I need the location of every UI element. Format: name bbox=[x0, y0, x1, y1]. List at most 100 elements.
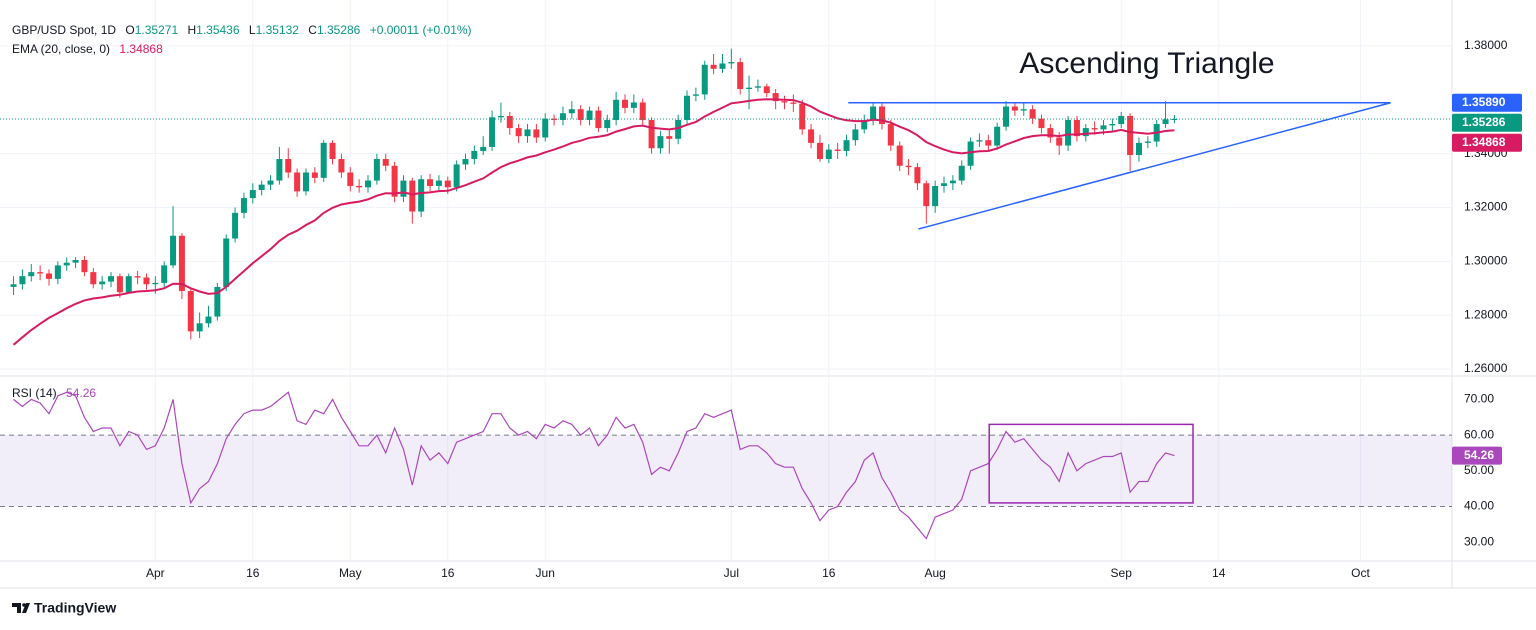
x-tick-label: Oct bbox=[1351, 566, 1370, 580]
candle-body bbox=[763, 86, 770, 94]
y-tick-label: 60.00 bbox=[1464, 427, 1494, 441]
candle-body bbox=[559, 113, 566, 120]
candle-body bbox=[701, 64, 708, 95]
rsi-band bbox=[0, 435, 1452, 507]
symbol: GBP/USD Spot, 1D bbox=[12, 23, 116, 37]
candle-body bbox=[621, 99, 628, 108]
rsi-box bbox=[988, 423, 1194, 504]
candle-body bbox=[347, 172, 354, 186]
candle-body bbox=[949, 180, 956, 184]
candle-body bbox=[666, 136, 673, 139]
candle-body bbox=[170, 235, 177, 266]
candle-body bbox=[497, 115, 504, 118]
price-tag-label: 1.34868 bbox=[1462, 135, 1506, 149]
candle-body bbox=[1144, 141, 1151, 143]
candle-body bbox=[790, 102, 797, 104]
candle-body bbox=[887, 124, 894, 146]
candle-body bbox=[196, 323, 203, 332]
ohlc-value: 1.35286 bbox=[317, 23, 361, 37]
candle-body bbox=[506, 115, 513, 129]
candle-body bbox=[134, 276, 141, 278]
candle-body bbox=[223, 238, 230, 287]
y-tick-label: 70.00 bbox=[1464, 392, 1494, 406]
candle-body bbox=[941, 183, 948, 186]
candle-body bbox=[1003, 106, 1010, 127]
candle-body bbox=[373, 159, 380, 181]
candle-body bbox=[533, 129, 540, 138]
candle-body bbox=[684, 95, 691, 120]
candle-body bbox=[772, 93, 779, 102]
candle-body bbox=[648, 119, 655, 149]
candle-body bbox=[595, 110, 602, 129]
candle-body bbox=[1091, 128, 1098, 130]
candle-body bbox=[400, 180, 407, 197]
y-tick-label: 1.32000 bbox=[1464, 200, 1508, 214]
ema-name: EMA (20, close, 0) bbox=[12, 42, 110, 56]
candle-body bbox=[1171, 119, 1178, 121]
candle-body bbox=[99, 281, 106, 285]
x-tick-label: Jul bbox=[724, 566, 739, 580]
candle-body bbox=[843, 140, 850, 151]
candle-body bbox=[781, 101, 788, 103]
candle-body bbox=[932, 185, 939, 207]
candle-body bbox=[409, 180, 416, 212]
x-tick-label: Jun bbox=[536, 566, 555, 580]
candle-body bbox=[905, 165, 912, 168]
candle-body bbox=[63, 262, 70, 266]
candle-body bbox=[923, 183, 930, 207]
support-trendline bbox=[918, 102, 1391, 230]
candle-body bbox=[958, 165, 965, 181]
candle-body bbox=[825, 149, 832, 160]
candle-body bbox=[320, 142, 327, 178]
candle-body bbox=[719, 63, 726, 69]
candle-body bbox=[737, 62, 744, 90]
candle-body bbox=[861, 119, 868, 130]
candle-body bbox=[675, 119, 682, 139]
candle-body bbox=[480, 146, 487, 151]
rsi-line bbox=[13, 391, 1175, 540]
candle-body bbox=[568, 109, 575, 114]
candle-body bbox=[1056, 137, 1063, 146]
candle-body bbox=[90, 272, 97, 285]
y-tick-label: 1.28000 bbox=[1464, 307, 1508, 321]
candle-body bbox=[435, 180, 442, 186]
price-tag bbox=[1452, 93, 1522, 112]
logo-dot bbox=[22, 603, 26, 607]
change: +0.00011 (+0.01%) bbox=[370, 23, 472, 37]
candle-body bbox=[285, 159, 292, 173]
candle-body bbox=[613, 99, 620, 120]
candle-body bbox=[72, 260, 79, 263]
rsi-tag-label: 54.26 bbox=[1464, 448, 1494, 462]
price-tag-label: 1.35286 bbox=[1462, 115, 1506, 129]
candle-body bbox=[577, 109, 584, 120]
candle-body bbox=[294, 172, 301, 192]
rsi-tag bbox=[1452, 446, 1502, 465]
candle-body bbox=[152, 282, 159, 285]
candle-body bbox=[878, 106, 885, 125]
header-line: GBP/USD Spot, 1D O1.35271 H1.35436 L1.35… bbox=[12, 23, 472, 37]
candle-body bbox=[382, 159, 389, 166]
ema-value: 1.34868 bbox=[119, 42, 163, 56]
candle-body bbox=[515, 128, 522, 137]
candle-body bbox=[834, 149, 841, 151]
candle-body bbox=[258, 184, 265, 190]
y-tick-label: 50.00 bbox=[1464, 463, 1494, 477]
candle-body bbox=[1065, 119, 1072, 146]
ema-legend: EMA (20, close, 0) 1.34868 bbox=[12, 42, 163, 56]
candle-body bbox=[1127, 115, 1134, 155]
ohlc-letter: O bbox=[125, 23, 134, 37]
candle-body bbox=[728, 62, 735, 64]
candle-body bbox=[586, 110, 593, 120]
y-tick-label: 40.00 bbox=[1464, 499, 1494, 513]
candle-body bbox=[356, 185, 363, 188]
candle-body bbox=[1011, 106, 1018, 111]
candle-body bbox=[1020, 109, 1027, 111]
candle-body bbox=[808, 129, 815, 143]
candle-body bbox=[1047, 128, 1054, 138]
candle-body bbox=[267, 180, 274, 185]
candle-body bbox=[54, 265, 61, 279]
candle-body bbox=[852, 129, 859, 141]
price-tag bbox=[1452, 113, 1522, 132]
candle-body bbox=[657, 136, 664, 149]
